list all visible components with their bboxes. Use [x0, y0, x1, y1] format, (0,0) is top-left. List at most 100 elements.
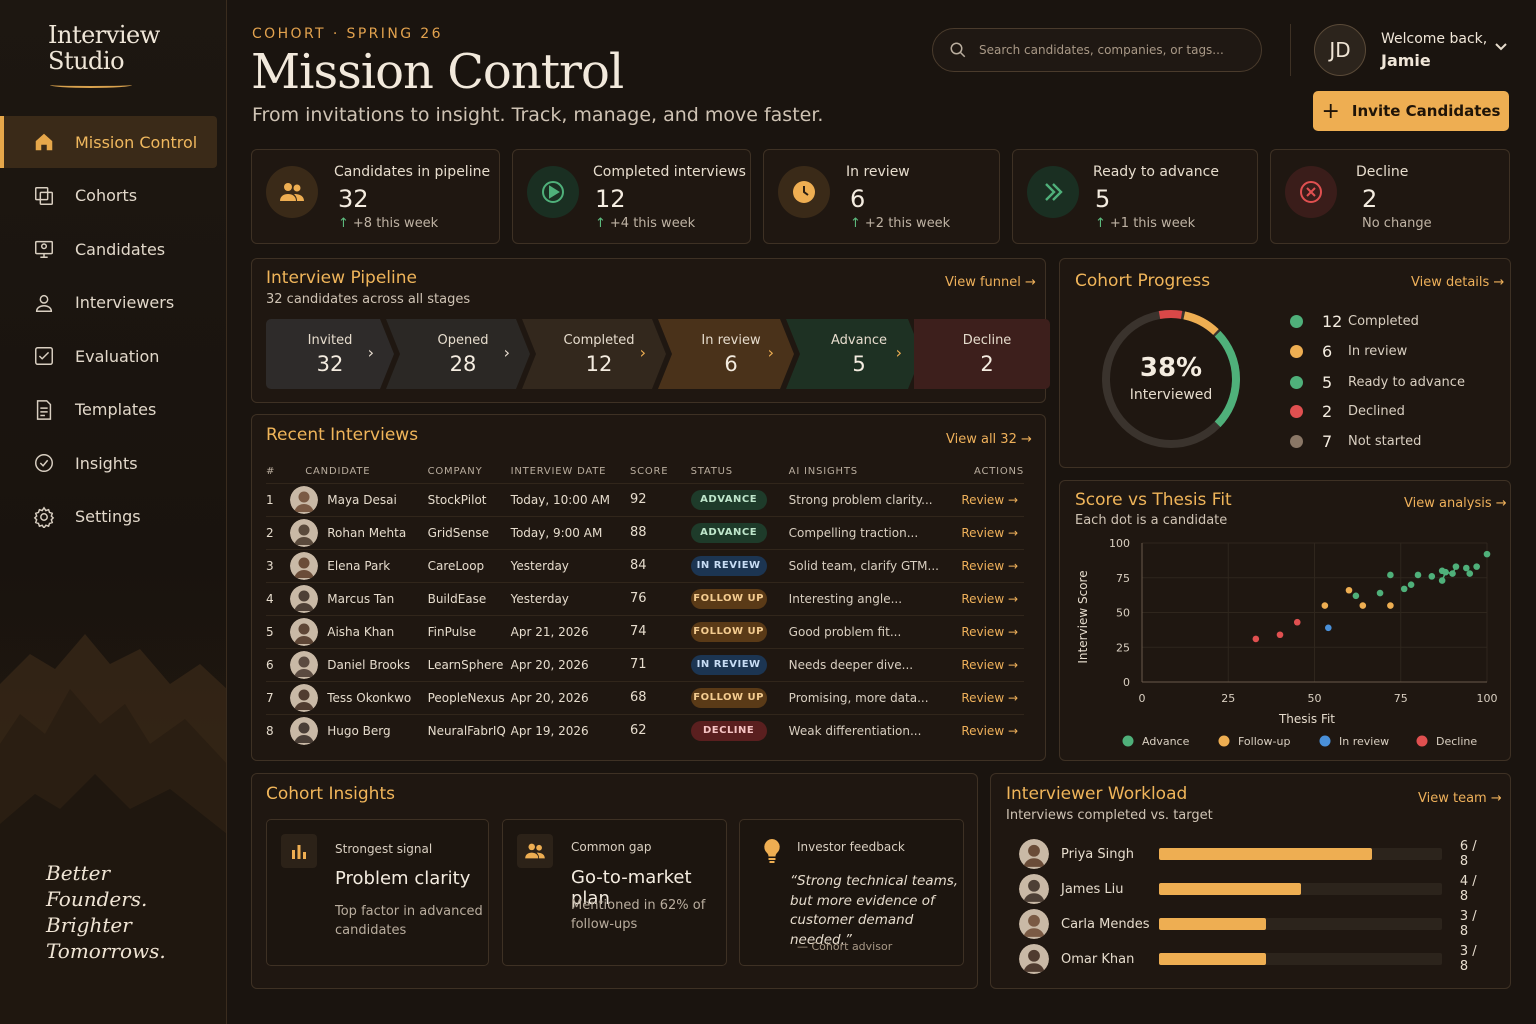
workload-ratio: 3 / 8 [1459, 909, 1477, 939]
candidate[interactable]: Hugo Berg [290, 716, 412, 745]
legend-item: 6 In review [1290, 342, 1407, 361]
candidate-name: Elena Park [327, 558, 391, 573]
candidate[interactable]: Marcus Tan [290, 584, 412, 613]
pipeline-stage-decline[interactable]: Decline 2 [914, 319, 1050, 389]
workload-row[interactable]: Omar Khan 3 / 8 [1019, 944, 1489, 974]
app-logo[interactable]: Interview Studio [48, 22, 160, 74]
interview-date: Today, 9:00 AM [510, 515, 630, 549]
search-icon [950, 42, 966, 58]
legend-count: 2 [1322, 402, 1333, 421]
stage-value: 32 [316, 351, 344, 376]
status-badge: IN REVIEW [690, 654, 767, 675]
review-link[interactable]: Review → [961, 591, 1018, 606]
sidebar-item-mission-control[interactable]: Mission Control [0, 116, 217, 168]
col-header: STATUS [690, 466, 733, 478]
candidate-name: Hugo Berg [327, 723, 391, 738]
stat-card-in-review[interactable]: In review 6 ↑ +2 this week [763, 149, 1000, 244]
data-point-advance [1463, 564, 1470, 572]
pipeline-stage-advance[interactable]: Advance 5 › [786, 319, 922, 389]
workload-row[interactable]: Priya Singh 6 / 8 [1019, 839, 1489, 869]
table-row[interactable]: 3 Elena Park CareLoop Yesterday 84 IN REVIEW S… [266, 548, 1024, 582]
candidate[interactable]: Elena Park [290, 551, 412, 580]
action-cell: Review → [960, 482, 1024, 516]
arrow-up-icon: ↑ [338, 216, 349, 231]
sidebar-item-templates[interactable]: Templates [0, 384, 226, 436]
invite-candidates-button[interactable]: + Invite Candidates [1313, 91, 1509, 131]
review-link[interactable]: Review → [961, 525, 1018, 540]
view-analysis-link[interactable]: View analysis → [1404, 496, 1507, 511]
workload-row[interactable]: Carla Mendes 3 / 8 [1019, 909, 1489, 939]
candidate[interactable]: Rohan Mehta [290, 518, 412, 547]
sidebar-item-evaluation[interactable]: Evaluation [0, 330, 226, 382]
stat-card-decline[interactable]: Decline 2 No change [1270, 149, 1510, 244]
stat-card-completed[interactable]: Completed interviews 12 ↑ +4 this week [512, 149, 751, 244]
view-funnel-link[interactable]: View funnel → [945, 275, 1036, 290]
table-row[interactable]: 2 Rohan Mehta GridSense Today, 9:00 AM 88 ADV… [266, 515, 1024, 549]
table-row[interactable]: 6 Daniel Brooks LearnSphere Apr 20, 2026 71 I… [266, 647, 1024, 681]
search-placeholder: Search candidates, companies, or tags... [979, 43, 1224, 57]
pipeline-stage-in-review[interactable]: In review 6 › [658, 319, 794, 389]
avatar [1019, 874, 1049, 904]
candidate[interactable]: Daniel Brooks [290, 650, 412, 679]
review-link[interactable]: Review → [961, 690, 1018, 705]
review-link[interactable]: Review → [961, 558, 1018, 573]
interviewer-name: Omar Khan [1061, 951, 1135, 967]
table-row[interactable]: 7 Tess Okonkwo PeopleNexus Apr 20, 2026 68 FO… [266, 680, 1024, 714]
avatar[interactable]: JD [1314, 24, 1366, 76]
insight-card-investor-feedback[interactable]: Investor feedback “Strong technical team… [739, 819, 964, 966]
sidebar-item-insights[interactable]: Insights [0, 437, 226, 489]
legend-dot [1122, 735, 1134, 747]
view-team-link[interactable]: View team → [1418, 791, 1502, 806]
ai-insight: Solid team, clarify GTM... [788, 548, 961, 582]
table-row[interactable]: 8 Hugo Berg NeuralFabrIQ Apr 19, 2026 62 DECL… [266, 713, 1024, 747]
status-badge: IN REVIEW [690, 555, 767, 576]
insight-label: Strongest signal [335, 842, 433, 856]
sidebar-item-candidates[interactable]: Candidates [0, 223, 226, 275]
stat-delta-text: +1 this week [1109, 216, 1196, 231]
interview-date: Apr 20, 2026 [510, 680, 630, 714]
data-point-follow-up [1359, 602, 1367, 609]
insight-card-strongest-signal[interactable]: Strongest signal Problem clarity Top fac… [266, 819, 489, 966]
bar-chart-icon [281, 834, 317, 868]
candidate[interactable]: Tess Okonkwo [290, 683, 412, 712]
pipeline-stage-opened[interactable]: Opened 28 › [386, 319, 530, 389]
data-point-advance [1414, 571, 1422, 579]
col-header: COMPANY [427, 466, 483, 478]
table-row[interactable]: 5 Aisha Khan FinPulse Apr 21, 2026 74 FOLLOW … [266, 614, 1024, 648]
candidate[interactable]: Aisha Khan [290, 617, 412, 646]
insight-card-common-gap[interactable]: Common gap Go-to-market plan Mentioned i… [502, 819, 727, 966]
row-number: 8 [266, 713, 291, 747]
stat-card-pipeline[interactable]: Candidates in pipeline 32 ↑ +8 this week [251, 149, 500, 244]
review-link[interactable]: Review → [961, 723, 1018, 738]
company: GridSense [412, 515, 511, 549]
sidebar-item-interviewers[interactable]: Interviewers [0, 277, 226, 329]
avatar [290, 518, 319, 547]
templates-icon [32, 398, 56, 422]
candidate[interactable]: Maya Desai [290, 485, 412, 514]
pipeline-stage-completed[interactable]: Completed 12 › [522, 319, 666, 389]
insight-body-line: Top factor in advanced [335, 904, 483, 919]
clock-icon [778, 166, 830, 218]
table-row[interactable]: 1 Maya Desai StockPilot Today, 10:00 AM 92 AD… [266, 482, 1024, 516]
chevron-down-icon[interactable] [1494, 42, 1508, 52]
search-input[interactable]: Search candidates, companies, or tags... [932, 28, 1262, 72]
review-link[interactable]: Review → [961, 624, 1018, 639]
workload-bar [1158, 848, 1442, 860]
table-row[interactable]: 4 Marcus Tan BuildEase Yesterday 76 FOLLOW UP… [266, 581, 1024, 615]
review-link[interactable]: Review → [961, 657, 1018, 672]
legend-label: Not started [1348, 434, 1422, 449]
candidate-cell: Marcus Tan [290, 581, 413, 615]
chart-title: Score vs Thesis Fit [1075, 490, 1232, 510]
sidebar-item-settings[interactable]: Settings [0, 491, 226, 543]
view-all-link[interactable]: View all 32 → [946, 432, 1032, 447]
legend-label: In review [1348, 344, 1408, 359]
legend-item: 7 Not started [1290, 432, 1421, 451]
status-badge: ADVANCE [690, 489, 767, 510]
workload-row[interactable]: James Liu 4 / 8 [1019, 874, 1489, 904]
review-link[interactable]: Review → [961, 492, 1018, 507]
sidebar-item-cohorts[interactable]: Cohorts [0, 170, 226, 222]
view-details-link[interactable]: View details → [1411, 275, 1505, 290]
stat-card-ready[interactable]: Ready to advance 5 ↑ +1 this week [1012, 149, 1258, 244]
pipeline-stage-invited[interactable]: Invited 32 › [266, 319, 394, 389]
sidebar-item-label: Mission Control [75, 132, 198, 152]
